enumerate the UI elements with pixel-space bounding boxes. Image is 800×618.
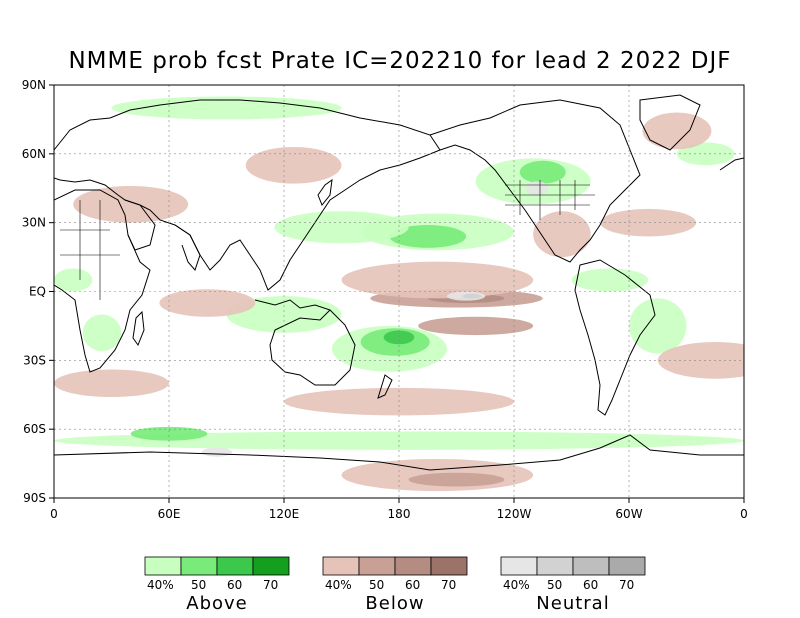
field-below-22 bbox=[408, 472, 505, 487]
legend-swatch-neutral-2 bbox=[572, 556, 610, 576]
field-above-7 bbox=[383, 330, 415, 345]
legend-swatch-above-3 bbox=[252, 556, 290, 576]
field-above-12 bbox=[82, 314, 122, 352]
tick-label-lon-4: 120W bbox=[497, 507, 532, 521]
field-neutral-34 bbox=[525, 181, 549, 196]
legend: 40% 50 60 70 Above 40% 50 60 70 Below 40% 50 60 70 Neu… bbox=[144, 556, 646, 614]
coastline-antarctica bbox=[54, 434, 744, 471]
field-below-25 bbox=[159, 289, 256, 317]
field-above-11 bbox=[130, 426, 208, 441]
legend-label-above-0: 40% bbox=[147, 578, 174, 592]
tick-label-lat-3: EQ bbox=[29, 285, 46, 299]
coastline-madagascar bbox=[132, 310, 145, 347]
tick-label-lon-3: 180 bbox=[388, 507, 411, 521]
field-above-1 bbox=[389, 224, 467, 248]
coastline-greenland bbox=[639, 94, 701, 151]
legend-swatch-above-1 bbox=[180, 556, 218, 576]
legend-label-neutral-0: 40% bbox=[503, 578, 530, 592]
legend-label-neutral-3: 70 bbox=[619, 578, 634, 592]
legend-swatch-above-0 bbox=[144, 556, 182, 576]
coastline-africa bbox=[54, 189, 151, 373]
field-below-27 bbox=[642, 112, 712, 150]
field-neutral-35 bbox=[201, 447, 233, 457]
legend-label-below-2: 60 bbox=[405, 578, 420, 592]
field-above-4 bbox=[519, 160, 566, 184]
field-below-20 bbox=[418, 316, 534, 336]
legend-label-neutral-2: 60 bbox=[583, 578, 598, 592]
field-below-29 bbox=[600, 208, 697, 237]
legend-title-below: Below bbox=[365, 593, 424, 614]
legend-swatch-below-1 bbox=[358, 556, 396, 576]
legend-title-neutral: Neutral bbox=[536, 593, 609, 614]
legend-group-below: 40% 50 60 70 Below bbox=[322, 556, 468, 614]
tick-label-lon-6: 0 bbox=[740, 507, 748, 521]
coastline-new-zealand bbox=[377, 374, 393, 399]
field-below-19 bbox=[341, 261, 534, 299]
tick-label-lat-5: 60S bbox=[23, 422, 46, 436]
field-above-15 bbox=[54, 268, 93, 292]
field-below-24 bbox=[54, 369, 169, 398]
legend-label-below-0: 40% bbox=[325, 578, 352, 592]
tick-label-lat-1: 60N bbox=[22, 147, 46, 161]
coastline-indonesia bbox=[254, 299, 331, 311]
coastline-north-america bbox=[429, 99, 641, 263]
axis-ticks: 90N 60N 30N EQ 30S 60S 90S 0 60E 120E 180 120W 60W 0 bbox=[22, 78, 748, 521]
field-below-31 bbox=[245, 146, 342, 184]
tick-label-lon-1: 60E bbox=[158, 507, 181, 521]
legend-group-above: 40% 50 60 70 Above bbox=[144, 556, 290, 614]
coastline-australia bbox=[269, 309, 356, 386]
tick-label-lat-4: 30S bbox=[23, 353, 46, 367]
legend-swatch-neutral-1 bbox=[536, 556, 574, 576]
field-below-28 bbox=[533, 211, 591, 258]
legend-label-above-3: 70 bbox=[263, 578, 278, 592]
legend-label-below-3: 70 bbox=[441, 578, 456, 592]
legend-title-above: Above bbox=[186, 593, 247, 614]
coastline-arabia bbox=[124, 199, 156, 251]
legend-swatch-below-0 bbox=[322, 556, 360, 576]
legend-swatch-above-2 bbox=[216, 556, 254, 576]
field-below-26 bbox=[73, 185, 189, 223]
tick-label-lon-5: 60W bbox=[615, 507, 642, 521]
coastline-india bbox=[174, 224, 201, 271]
legend-swatch-neutral-3 bbox=[608, 556, 646, 576]
legend-swatch-neutral-0 bbox=[500, 556, 538, 576]
legend-swatch-below-3 bbox=[430, 556, 468, 576]
field-above-9 bbox=[111, 96, 342, 120]
legend-label-above-2: 60 bbox=[227, 578, 242, 592]
tick-label-lat-0: 90N bbox=[22, 78, 46, 92]
gridlines bbox=[54, 85, 744, 498]
coastlines bbox=[54, 94, 744, 471]
legend-label-below-1: 50 bbox=[369, 578, 384, 592]
coastline-europe-west bbox=[719, 157, 744, 171]
country-boundaries bbox=[60, 180, 595, 300]
field-above-13 bbox=[629, 298, 687, 354]
legend-label-neutral-1: 50 bbox=[547, 578, 562, 592]
legend-label-above-1: 50 bbox=[191, 578, 206, 592]
map-title: NMME prob fcst Prate IC=202210 for lead … bbox=[68, 48, 732, 74]
tick-label-lat-6: 90S bbox=[23, 491, 46, 505]
tick-label-lon-0: 0 bbox=[50, 507, 58, 521]
legend-swatch-below-2 bbox=[394, 556, 432, 576]
coastline-japan bbox=[317, 178, 333, 206]
coastline-eurasia bbox=[54, 99, 441, 291]
legend-group-neutral: 40% 50 60 70 Neutral bbox=[500, 556, 646, 614]
tick-label-lon-2: 120E bbox=[269, 507, 300, 521]
tick-label-lat-2: 30N bbox=[22, 216, 46, 230]
coastline-south-america bbox=[574, 259, 656, 416]
field-above-2 bbox=[274, 211, 409, 244]
field-neutral-33 bbox=[462, 293, 482, 299]
field-above-14 bbox=[571, 268, 649, 292]
